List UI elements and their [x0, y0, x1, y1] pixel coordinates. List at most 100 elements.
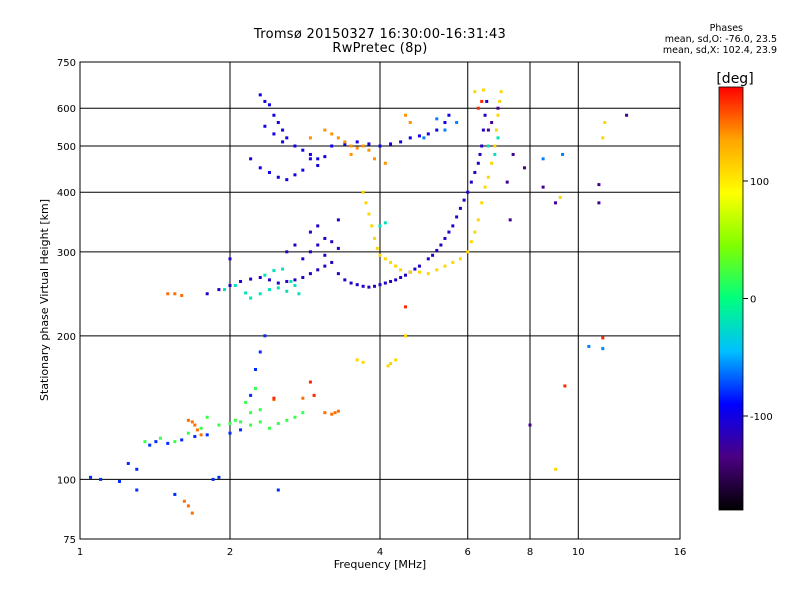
data-point [483, 185, 487, 189]
data-point [217, 475, 221, 479]
data-point [511, 152, 515, 156]
data-point [190, 511, 194, 515]
data-point [473, 230, 477, 234]
data-point [301, 257, 305, 261]
data-point [394, 278, 398, 282]
data-point [597, 201, 601, 205]
data-point [486, 144, 490, 148]
data-point [293, 144, 297, 148]
data-point [364, 201, 368, 205]
data-point [443, 264, 447, 268]
data-point [301, 168, 305, 172]
data-point [378, 144, 382, 148]
data-point [263, 273, 267, 277]
data-point [330, 260, 334, 264]
data-point [199, 433, 203, 437]
data-point [330, 412, 334, 416]
data-point [408, 136, 412, 140]
data-point [367, 212, 371, 216]
data-point [373, 157, 377, 161]
data-point [499, 90, 503, 94]
data-point [301, 276, 305, 280]
data-point [383, 257, 387, 261]
data-point [394, 358, 398, 362]
data-point [587, 344, 591, 348]
data-point [244, 291, 248, 295]
data-point [476, 161, 480, 165]
x-tick-label: 8 [527, 547, 533, 558]
data-point [293, 278, 297, 282]
data-point [496, 136, 500, 140]
data-point [399, 140, 403, 144]
data-point [316, 268, 320, 272]
y-tick-label: 75 [63, 535, 76, 546]
data-point [480, 201, 484, 205]
data-point [349, 144, 353, 148]
data-point [508, 218, 512, 222]
data-point [308, 230, 312, 234]
data-point [239, 279, 243, 283]
data-point [263, 99, 267, 103]
data-point [370, 224, 374, 228]
data-point [308, 157, 312, 161]
data-point [478, 152, 482, 156]
data-point [89, 475, 93, 479]
colorbar-tick-label: -100 [750, 412, 773, 423]
data-point [316, 157, 320, 161]
data-point [481, 128, 485, 132]
data-point [276, 175, 280, 179]
data-point [289, 279, 293, 283]
data-point [316, 224, 320, 228]
data-point [403, 334, 407, 338]
y-tick-label: 400 [57, 188, 76, 199]
data-point [228, 431, 232, 435]
data-point [281, 140, 285, 144]
data-point [553, 467, 557, 471]
data-point [301, 396, 305, 400]
data-point [389, 142, 393, 146]
data-point [173, 492, 177, 496]
data-point [258, 93, 262, 97]
colorbar [718, 86, 744, 511]
data-point [473, 90, 477, 94]
data-point [523, 166, 527, 170]
data-point [154, 440, 158, 444]
data-point [249, 277, 253, 281]
data-point [378, 253, 382, 257]
data-point [211, 477, 215, 481]
data-point [490, 161, 494, 165]
colorbar-tick-label: 100 [750, 177, 769, 188]
data-point [308, 380, 312, 384]
data-point [349, 281, 353, 285]
data-point [217, 288, 221, 292]
data-point [435, 268, 439, 272]
data-point [249, 296, 253, 300]
data-point [422, 136, 426, 140]
data-point [498, 99, 502, 103]
data-point [143, 440, 147, 444]
y-tick-label: 500 [57, 142, 76, 153]
y-tick-label: 200 [57, 332, 76, 343]
data-point [476, 218, 480, 222]
data-point [343, 140, 347, 144]
data-point [276, 286, 280, 290]
data-point [451, 224, 455, 228]
data-point [343, 278, 347, 282]
data-point [496, 106, 500, 110]
data-point [462, 198, 466, 202]
data-point [553, 201, 557, 205]
data-point [601, 347, 605, 351]
data-point [455, 121, 459, 125]
data-point [249, 393, 253, 397]
data-point [355, 146, 359, 150]
data-point [333, 411, 337, 415]
data-point [601, 136, 605, 140]
y-axis-label: Stationary phase Virtual Height [km] [38, 199, 51, 401]
data-point [417, 264, 421, 268]
data-point [476, 106, 480, 110]
data-point [386, 364, 390, 368]
data-point [276, 421, 280, 425]
data-point [361, 144, 365, 148]
data-point [355, 140, 359, 144]
data-point [217, 423, 221, 427]
